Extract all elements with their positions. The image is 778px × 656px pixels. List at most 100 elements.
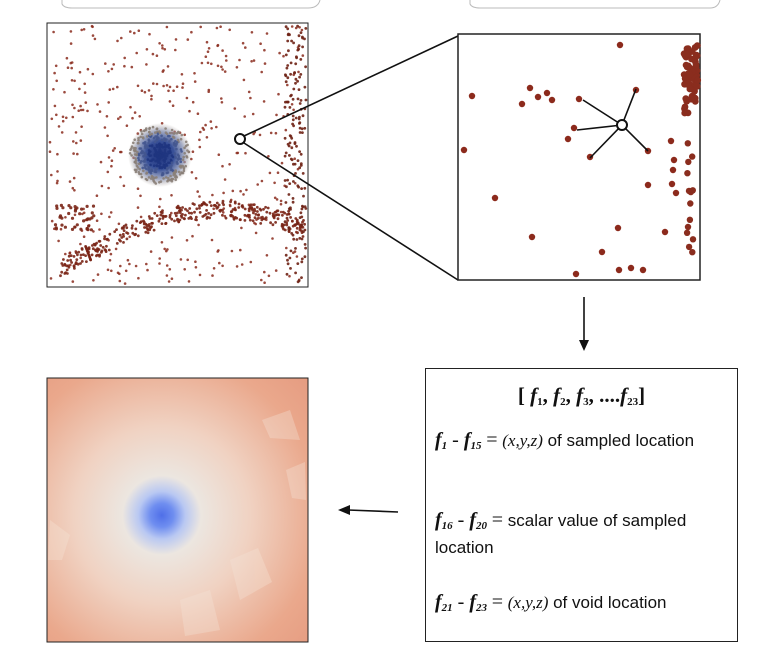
scatter-point [575, 95, 583, 103]
scatter-point [146, 231, 150, 235]
scatter-point [163, 166, 167, 170]
scatter-point [301, 36, 304, 40]
scatter-point [82, 253, 85, 256]
scatter-point [684, 223, 692, 231]
scatter-point [149, 169, 153, 173]
scatter-point [267, 155, 270, 158]
scatter-point [303, 186, 307, 190]
scatter-point [283, 136, 287, 140]
scatter-point [292, 180, 295, 183]
scatter-point [294, 62, 298, 66]
scatter-point [139, 215, 143, 219]
scatter-point [67, 211, 71, 216]
scatter-point [260, 179, 264, 183]
scatter-point [223, 70, 227, 73]
scatter-point [254, 231, 258, 235]
scatter-point [149, 226, 152, 230]
scatter-point [177, 156, 181, 160]
scatter-point [295, 255, 299, 258]
scatter-point [118, 233, 122, 237]
scatter-point [180, 150, 183, 153]
scatter-point [146, 268, 149, 272]
scatter-point [143, 90, 147, 94]
scatter-point [230, 249, 234, 253]
scatter-point [183, 146, 186, 150]
zoom-line-bottom [243, 142, 459, 281]
scatter-point [125, 231, 128, 235]
scatter-point [298, 126, 302, 130]
scatter-point [293, 224, 297, 227]
scatter-point [103, 248, 107, 252]
scatter-point [163, 160, 166, 163]
scatter-point [228, 28, 231, 32]
scatter-point [268, 211, 272, 215]
scatter-point [198, 206, 201, 210]
scatter-point [287, 209, 290, 213]
scatter-point [209, 204, 213, 208]
scatter-point [72, 140, 75, 143]
scatter-point [120, 36, 123, 40]
scatter-point [185, 239, 189, 242]
scatter-point [241, 204, 244, 207]
scatter-point [107, 186, 110, 190]
scatter-point [685, 187, 693, 195]
scatter-point [301, 205, 305, 209]
scatter-point [164, 145, 168, 149]
scatter-point [147, 223, 151, 226]
scatter-point [108, 259, 112, 262]
scatter-point [670, 156, 678, 164]
scatter-point [225, 59, 228, 62]
scatter-point [293, 71, 296, 75]
scatter-point [66, 66, 70, 69]
scatter-point [142, 141, 145, 145]
scatter-point [176, 138, 180, 142]
scatter-point [171, 104, 175, 107]
scatter-point [95, 194, 99, 197]
scatter-point [221, 49, 224, 52]
scatter-point [220, 65, 223, 69]
scatter-point [137, 153, 141, 157]
scatter-point [300, 257, 304, 261]
scatter-point [288, 154, 291, 157]
scatter-point [224, 216, 228, 220]
scatter-point [236, 151, 240, 155]
scatter-point [190, 211, 194, 215]
scatter-point [109, 211, 113, 214]
scatter-point [181, 86, 184, 89]
scatter-point [687, 200, 694, 207]
scatter-point [155, 54, 159, 57]
scatter-point [84, 101, 88, 104]
scatter-point [59, 227, 63, 231]
scatter-point [249, 96, 252, 100]
scatter-point [154, 131, 157, 134]
scatter-point [194, 218, 198, 222]
scatter-point [72, 265, 76, 268]
scatter-point [237, 202, 241, 206]
scatter-point [285, 223, 289, 227]
scatter-point [221, 68, 224, 71]
scatter-point [196, 190, 199, 193]
scatter-point [290, 39, 293, 43]
scatter-point [105, 115, 109, 118]
scatter-point [253, 209, 257, 213]
scatter-point [143, 160, 146, 163]
scatter-point [240, 263, 244, 266]
scatter-point [73, 189, 76, 192]
scatter-point [243, 207, 247, 211]
scatter-point [256, 183, 260, 186]
scatter-point [163, 150, 167, 154]
scatter-point [80, 125, 83, 128]
scatter-point [283, 211, 287, 215]
scatter-point [174, 48, 177, 52]
scatter-point [91, 25, 94, 29]
scatter-point [301, 114, 305, 118]
scatter-point [572, 270, 580, 278]
scatter-point [243, 219, 247, 222]
scatter-point [156, 135, 159, 138]
scatter-point [681, 109, 689, 117]
scatter-point [130, 145, 134, 148]
scatter-point [238, 218, 242, 222]
scatter-point [161, 44, 164, 47]
scatter-point [86, 251, 90, 254]
scatter-point [160, 156, 163, 159]
